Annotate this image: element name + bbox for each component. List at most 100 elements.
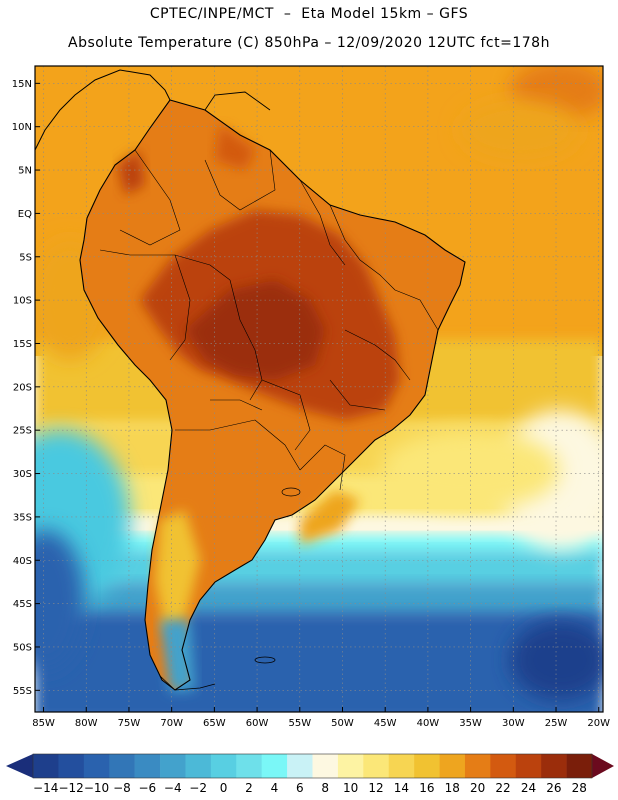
colorbar-label: 22 [495, 781, 510, 795]
colorbar-swatch [236, 754, 262, 778]
lat-tick-label: 15N [12, 79, 32, 90]
colorbar-label: 18 [445, 781, 460, 795]
lat-tick-label: 20S [13, 382, 32, 393]
lat-tick-label: EQ [18, 209, 32, 220]
latitude-axis: 15N 10N 5N EQ 5S 10S 15S 20S 25S 30S 35S 40S 45S 50S 5… [12, 79, 40, 697]
interior-hottest [185, 280, 325, 380]
colorbar-label: 8 [321, 781, 329, 795]
lat-tick-label: 25S [13, 426, 32, 437]
colorbar-label: 0 [220, 781, 228, 795]
lon-tick-label: 45W [374, 718, 397, 729]
north-hot [215, 125, 255, 170]
lon-tick-label: 70W [160, 718, 183, 729]
lon-tick-label: 80W [75, 718, 98, 729]
colorbar-swatch [33, 754, 59, 778]
east-warm-tongue [380, 430, 560, 510]
atlantic-warm [460, 100, 580, 160]
longitude-axis: 85W 80W 75W 70W 65W 60W 55W 50W 45W 40W 35W 30W 25W 2… [32, 707, 610, 729]
colorbar-swatch [388, 754, 415, 778]
lon-tick-label: 20W [587, 718, 610, 729]
patagonia [155, 510, 200, 630]
lat-tick-label: 55S [13, 686, 32, 697]
colorbar-label: −10 [84, 781, 109, 795]
lon-tick-label: 65W [203, 718, 226, 729]
colorbar: −14 −12 −10 −8 −6 −4 −2 0 2 4 6 8 10 12 14 16 18 20 22 24 26… [6, 753, 614, 795]
colorbar-outline [32, 753, 593, 779]
band-very-cold [35, 612, 603, 712]
lat-tick-label: 5N [18, 166, 32, 177]
colorbar-label: −8 [113, 781, 131, 795]
colorbar-right-arrow [592, 754, 614, 778]
map-frame [34, 65, 604, 713]
colorbar-swatch [490, 754, 517, 778]
south-tip-cold [160, 620, 195, 692]
river-plate [281, 487, 301, 497]
lon-tick-label: 75W [118, 718, 141, 729]
lat-tick-label: 10S [13, 296, 32, 307]
graticule [35, 66, 603, 712]
colorbar-left-arrow [6, 754, 33, 778]
lon-tick-label: 85W [32, 718, 55, 729]
lat-tick-label: 45S [13, 599, 32, 610]
colorbar-label: 14 [394, 781, 409, 795]
colorbar-swatch [160, 754, 186, 778]
lon-tick-label: 35W [459, 718, 482, 729]
colorbar-swatch [464, 754, 491, 778]
colorbar-label: 16 [419, 781, 434, 795]
falkland-islands [254, 656, 276, 664]
pampas-warm [300, 490, 360, 545]
tierra-del-fuego [159, 675, 216, 691]
colorbar-swatch [185, 754, 212, 778]
colorbar-swatch [83, 754, 110, 778]
colorbar-swatch [414, 754, 440, 778]
colorbar-swatch [541, 754, 567, 778]
colorbar-label: 2 [245, 781, 253, 795]
lon-tick-label: 40W [417, 718, 440, 729]
colorbar-label: −2 [189, 781, 207, 795]
colorbar-swatch [134, 754, 161, 778]
lat-tick-label: 10N [12, 122, 32, 133]
lat-tick-label: 40S [13, 556, 32, 567]
west-deep-cold [35, 530, 85, 670]
andes-north-hot [118, 150, 145, 195]
colorbar-swatch [312, 754, 339, 778]
colorbar-swatch [363, 754, 390, 778]
lon-tick-label: 55W [288, 718, 311, 729]
colorbar-swatch [337, 754, 364, 778]
colorbar-label: 24 [521, 781, 536, 795]
colorbar-label: 12 [368, 781, 383, 795]
colorbar-swatch [261, 754, 288, 778]
lat-tick-label: 50S [13, 642, 32, 653]
colorbar-swatch [439, 754, 466, 778]
lon-tick-label: 60W [246, 718, 269, 729]
colorbar-swatch [287, 754, 313, 778]
colorbar-label: −14 [33, 781, 58, 795]
colorbar-label: 26 [546, 781, 561, 795]
colorbar-label: −6 [138, 781, 156, 795]
lat-tick-label: 15S [13, 339, 32, 350]
central-america-coast [35, 69, 171, 151]
colorbar-swatch [515, 754, 542, 778]
lon-tick-label: 30W [502, 718, 525, 729]
colorbar-swatch [566, 754, 593, 778]
colorbar-label: −4 [164, 781, 182, 795]
lat-tick-label: 5S [19, 252, 32, 263]
colorbar-label: 4 [271, 781, 279, 795]
lon-tick-label: 25W [545, 718, 568, 729]
colorbar-label: −12 [58, 781, 83, 795]
temperature-field [35, 66, 603, 712]
colorbar-label: 6 [296, 781, 304, 795]
title-line-1: CPTEC/INPE/MCT – Eta Model 15km – GFS [149, 6, 469, 22]
colorbar-swatch [210, 754, 237, 778]
colorbar-label: 10 [343, 781, 358, 795]
southeast-cold-core [510, 620, 603, 700]
colorbar-label: 20 [470, 781, 485, 795]
colorbar-swatch [58, 754, 85, 778]
colorbar-swatch [109, 754, 135, 778]
country-borders [99, 149, 439, 491]
title-line-2: Absolute Temperature (C) 850hPa – 12/09/… [68, 35, 550, 51]
lat-tick-label: 30S [13, 469, 32, 480]
lon-tick-label: 50W [331, 718, 354, 729]
lat-tick-label: 35S [13, 512, 32, 523]
